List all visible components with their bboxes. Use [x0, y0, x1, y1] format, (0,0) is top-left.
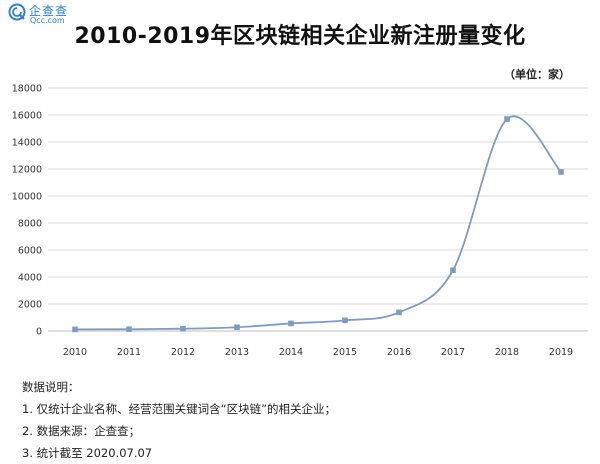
- y-tick-label: 4000: [18, 273, 42, 284]
- notes-section: 数据说明： 1. 仅统计企业名称、经营范围关键词含“区块链”的相关企业； 2. …: [22, 376, 336, 464]
- x-tick-label: 2015: [333, 347, 357, 358]
- data-point: [450, 267, 456, 274]
- logo-icon: [8, 3, 26, 21]
- chart-title: 2010-2019年区块链相关企业新注册量变化: [74, 24, 526, 49]
- line-chart: 0 2000 4000 6000 8000 10000 12000 14000 16000 180…: [12, 84, 588, 358]
- x-tick-label: 2011: [117, 347, 141, 358]
- notes-line-3: 3. 统计截至 2020.07.07: [22, 446, 153, 460]
- y-tick-label: 8000: [18, 219, 42, 230]
- data-point: [288, 320, 294, 327]
- data-point: [234, 324, 240, 331]
- x-tick-label: 2018: [495, 347, 519, 358]
- x-tick-label: 2012: [171, 347, 195, 358]
- data-point: [342, 317, 348, 324]
- y-tick-label: 0: [36, 327, 42, 338]
- x-tick-label: 2019: [549, 347, 573, 358]
- company-logo: 企查查 Qcc.com: [8, 3, 98, 29]
- x-tick-label: 2016: [387, 347, 411, 358]
- y-tick-label: 12000: [12, 165, 42, 176]
- data-point: [396, 309, 402, 316]
- data-point: [126, 326, 132, 333]
- data-point: [180, 325, 186, 332]
- y-tick-label: 2000: [18, 300, 42, 311]
- data-point: [504, 116, 510, 122]
- x-tick-label: 2014: [279, 347, 303, 358]
- logo-brand-text: 企查查: [29, 4, 69, 18]
- x-tick-label: 2010: [63, 347, 87, 358]
- y-tick-label: 6000: [18, 246, 42, 257]
- y-tick-label: 18000: [12, 84, 42, 95]
- y-tick-label: 14000: [12, 138, 42, 149]
- x-tick-label: 2013: [225, 347, 249, 358]
- x-tick-label: 2017: [441, 347, 465, 358]
- notes-line-1: 1. 仅统计企业名称、经营范围关键词含“区块链”的相关企业；: [22, 402, 337, 416]
- y-tick-label: 16000: [12, 111, 42, 122]
- data-point: [72, 326, 78, 333]
- notes-line-2: 2. 数据来源：企查查；: [22, 424, 141, 438]
- notes-heading: 数据说明：: [22, 380, 80, 394]
- data-point: [558, 169, 564, 175]
- logo-brand-subtext: Qcc.com: [30, 16, 65, 25]
- unit-label: （单位：家）: [504, 68, 570, 81]
- y-tick-label: 10000: [12, 192, 42, 203]
